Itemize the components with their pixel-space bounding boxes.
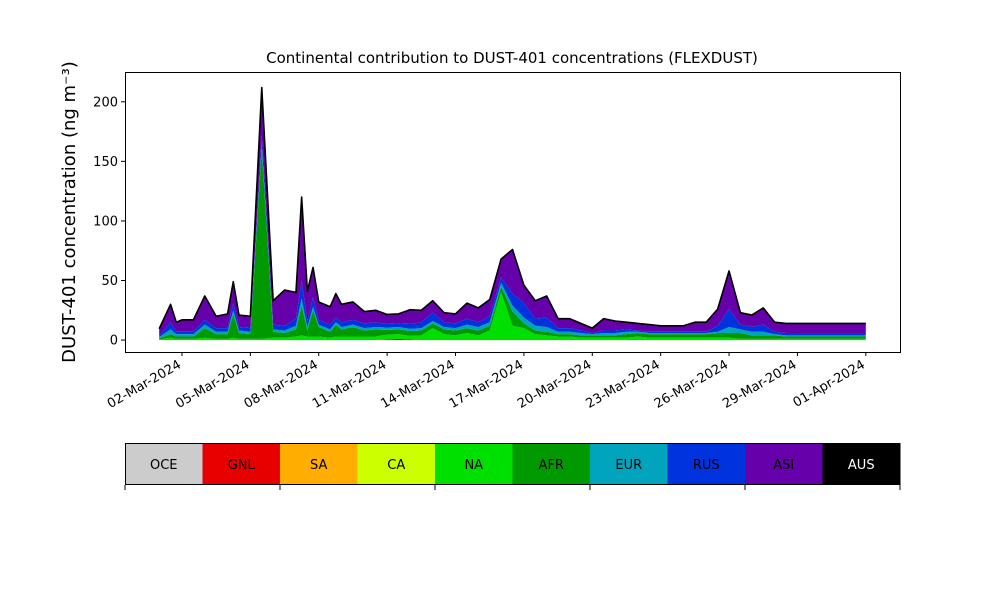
colorbar-label-eur: EUR	[615, 458, 642, 473]
colorbar-swatch-na	[435, 443, 513, 485]
region-colorbar: OCE GNL SA CA NA AFR EUR RUS ASI AUS	[124, 443, 901, 490]
colorbar-label-gnl: GNL	[228, 458, 256, 473]
x-tick-label: 20-Mar-2024	[515, 357, 594, 411]
x-tick-label: 29-Mar-2024	[720, 357, 799, 411]
x-tick-label: 08-Mar-2024	[242, 357, 321, 411]
area-asi	[159, 87, 866, 336]
chart-title: Continental contribution to DUST-401 con…	[266, 49, 758, 67]
colorbar-label-na: NA	[464, 458, 483, 473]
colorbar-swatch-sa	[280, 443, 358, 485]
x-tick-label: 05-Mar-2024	[173, 357, 252, 411]
colorbar-label-sa: SA	[310, 458, 327, 473]
x-tick-label: 23-Mar-2024	[584, 357, 663, 411]
colorbar-label-aus: AUS	[848, 458, 875, 473]
x-tick-label: 14-Mar-2024	[378, 357, 457, 411]
colorbar-frame	[125, 443, 900, 485]
colorbar-swatch-afr	[512, 443, 591, 485]
colorbar-swatch-oce	[125, 443, 203, 485]
y-tick-label: 50	[101, 274, 118, 289]
x-tick-label: 11-Mar-2024	[310, 357, 389, 411]
colorbar-swatch-rus	[667, 443, 746, 485]
x-axis-ticks: 02-Mar-202405-Mar-202408-Mar-202411-Mar-…	[105, 352, 868, 412]
colorbar-swatch-aus	[822, 443, 901, 485]
colorbar-swatch-ca	[357, 443, 436, 485]
total-line	[158, 86, 866, 330]
y-tick-label: 100	[93, 214, 118, 229]
colorbar-label-afr: AFR	[539, 458, 564, 473]
y-tick-label: 150	[93, 155, 118, 170]
colorbar-label-rus: RUS	[693, 458, 720, 473]
plot-frame	[125, 72, 901, 353]
x-tick-label: 26-Mar-2024	[652, 357, 731, 411]
y-tick-label: 200	[93, 95, 118, 110]
area-rus	[159, 135, 866, 338]
colorbar-label-oce: OCE	[150, 458, 178, 473]
colorbar-swatch-eur	[590, 443, 668, 485]
y-axis-ticks: 0 50 100 150 200	[93, 95, 125, 349]
total-outline	[158, 86, 866, 330]
x-tick-label: 17-Mar-2024	[447, 357, 526, 411]
y-tick-label: 0	[110, 334, 118, 349]
colorbar-label-ca: CA	[387, 458, 405, 473]
x-tick-label: 02-Mar-2024	[105, 357, 184, 411]
area-na	[159, 292, 866, 341]
x-tick-label: 01-Apr-2024	[791, 357, 868, 410]
colorbar-swatch-asi	[745, 443, 823, 485]
colorbar-swatch-gnl	[202, 443, 281, 485]
y-axis-label: DUST-401 concentration (ng m⁻³)	[59, 61, 80, 363]
stacked-area-layers	[159, 87, 866, 341]
colorbar-label-asi: ASI	[773, 458, 794, 473]
